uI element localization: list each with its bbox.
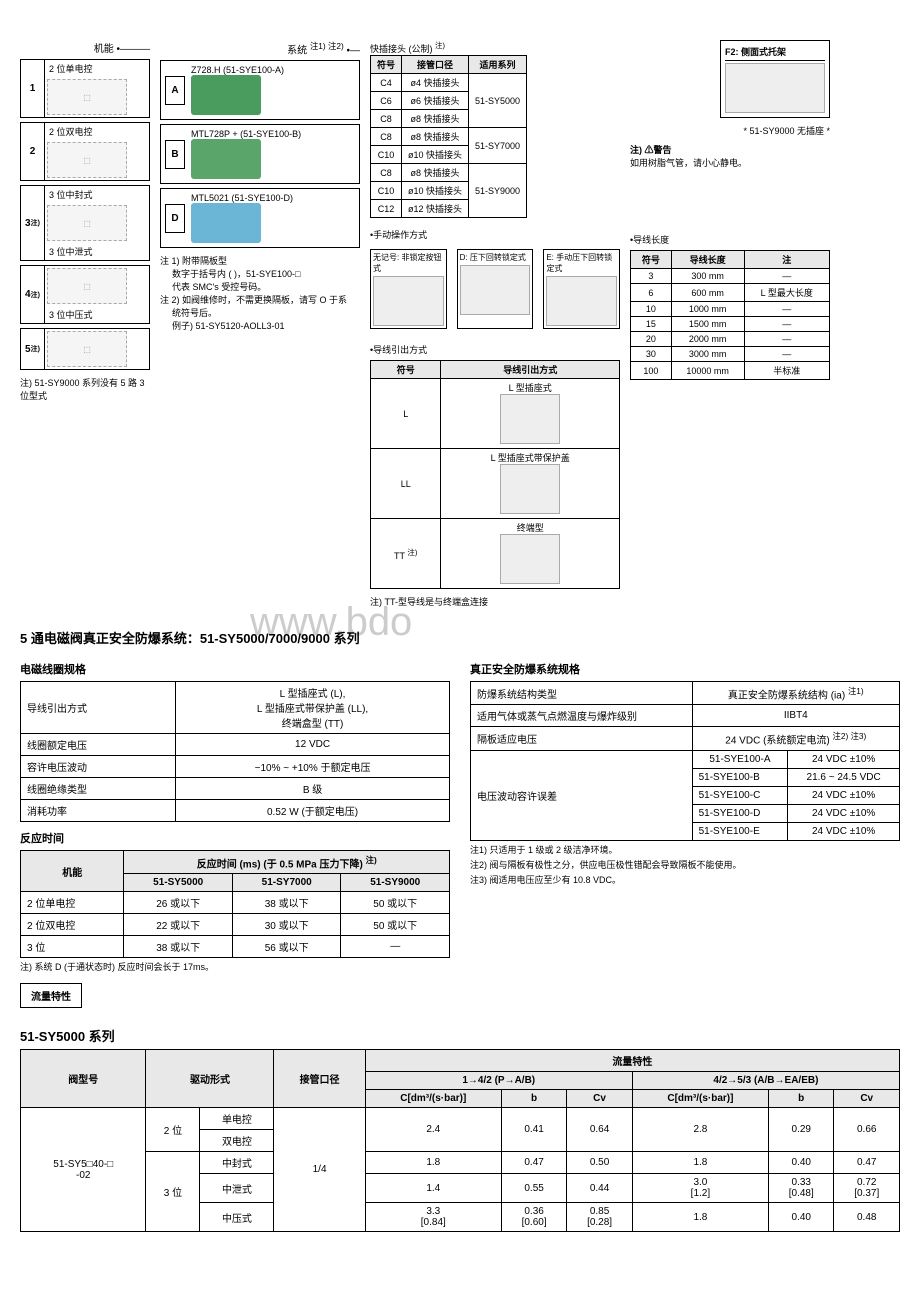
lead-method-header: •导线引出方式	[370, 343, 620, 356]
mech-num: 1	[21, 60, 45, 117]
system-header: 系统 注1) 注2) •—	[160, 40, 360, 56]
system-letter: B	[165, 140, 185, 169]
barrier-image	[191, 75, 261, 115]
mech-item: 5注) ⬚	[20, 328, 150, 370]
manual-mode-label: D: 压下回转锁定式	[460, 252, 531, 263]
connector-image	[500, 394, 560, 444]
lead-method-note: 注) TT-型导线是与终端盒连接	[370, 595, 620, 608]
connector-header: 快插接头 (公制) 注)	[370, 40, 620, 55]
valve-symbol-diagram: ⬚	[47, 205, 127, 241]
response-title: 反应时间	[20, 830, 450, 846]
connector-image	[500, 464, 560, 514]
manual-mode-image	[373, 276, 444, 326]
connector-table: 符号接管口径适用系列 C4ø4 快插接头51-SY5000 C6ø6 快插接头 …	[370, 55, 527, 218]
mech-num: 2	[21, 123, 45, 180]
explosion-spec-title: 真正安全防爆系统规格	[470, 661, 900, 677]
lead-length-table: 符号导线长度注 3300 mm— 6600 mmL 型最大长度 101000 m…	[630, 250, 830, 380]
system-label: MTL728P + (51-SYE100-B)	[191, 129, 301, 139]
explosion-spec-table: 防爆系统结构类型真正安全防爆系统结构 (ia) 注1) 适用气体或蒸气点燃温度与…	[470, 681, 900, 841]
system-item: D MTL5021 (51-SYE100-D)	[160, 188, 360, 248]
explosion-note: 注1) 只适用于 1 级或 2 级洁净环境。	[470, 843, 900, 856]
mech-label: 2 位单电控	[45, 60, 129, 77]
barrier-image	[191, 139, 261, 179]
manual-mode-image	[546, 276, 617, 326]
response-note: 注) 系统 D (于通状态时) 反应时间会长于 17ms。	[20, 960, 450, 973]
system-item: A Z728.H (51-SYE100-A)	[160, 60, 360, 120]
f2-note: * 51-SY9000 无插座 *	[630, 124, 830, 137]
mech-header: 机能 •———	[20, 40, 150, 55]
flow5000-title: 51-SY5000 系列	[20, 1026, 900, 1045]
lead-len-header: •导线长度	[630, 233, 830, 246]
manual-mode-label: E: 手动压下回转锁定式	[546, 252, 617, 274]
f2-title: F2: 侧面式托架	[725, 45, 825, 61]
top-diagram-region: 机能 •——— 1 2 位单电控⬚ 2 2 位双电控⬚ 3注) 3 位中封式⬚3…	[20, 40, 900, 608]
mech-num: 4注)	[21, 266, 45, 323]
connector-image	[500, 534, 560, 584]
mech-label: 3 位中压式	[45, 306, 129, 323]
system-label: Z728.H (51-SYE100-A)	[191, 65, 284, 75]
system-item: B MTL728P + (51-SYE100-B)	[160, 124, 360, 184]
coil-spec-title: 电磁线圈规格	[20, 661, 450, 677]
lead-method-table: 符号导线引出方式 LL 型插座式 LLL 型插座式带保护盖 TT 注)终端型	[370, 360, 620, 589]
mech-item: 4注) ⬚ 3 位中压式	[20, 265, 150, 324]
mech-label-extra: 3 位中泄式	[45, 243, 129, 260]
mech-item: 3注) 3 位中封式 ⬚ 3 位中泄式	[20, 185, 150, 261]
manual-mode-label: 无记号: 非锁定按钮式	[373, 252, 444, 274]
valve-symbol-diagram: ⬚	[47, 268, 127, 304]
response-table: 机能反应时间 (ms) (于 0.5 MPa 压力下降) 注) 51-SY500…	[20, 850, 450, 958]
system-letter: D	[165, 204, 185, 233]
mech-label: 2 位双电控	[45, 123, 129, 140]
system-label: MTL5021 (51-SYE100-D)	[191, 193, 293, 203]
flow-label: 流量特性	[20, 983, 82, 1008]
valve-symbol-diagram: ⬚	[47, 142, 127, 178]
coil-spec-table: 导线引出方式L 型插座式 (L), L 型插座式带保护盖 (LL), 终端盒型 …	[20, 681, 450, 822]
manual-mode-image	[460, 265, 531, 315]
mech-item: 1 2 位单电控 ⬚	[20, 59, 150, 118]
system-letter: A	[165, 76, 185, 105]
valve-symbol-diagram: ⬚	[47, 331, 127, 367]
main-title: 5 通电磁阀真正安全防爆系统：51-SY5000/7000/9000 系列	[20, 628, 900, 647]
mech-num: 5注)	[21, 329, 45, 369]
f2-box: F2: 侧面式托架	[720, 40, 830, 118]
mech-item: 2 2 位双电控 ⬚	[20, 122, 150, 181]
barrier-image	[191, 203, 261, 243]
flow5000-table: 阀型号 驱动形式 接管口径 流量特性 1→4/2 (P→A/B) 4/2→5/3…	[20, 1049, 900, 1232]
system-note: 注 1) 附带隔板型 数字于括号内 ( )，51-SYE100-□ 代表 SMC…	[160, 254, 360, 332]
mech-label: 3 位中封式	[45, 186, 129, 203]
explosion-note: 注3) 阀适用电压应至少有 10.8 VDC。	[470, 873, 900, 886]
valve-symbol-diagram: ⬚	[47, 79, 127, 115]
manual-header: •手动操作方式	[370, 228, 620, 241]
mech-note: 注) 51-SY9000 系列没有 5 路 3 位型式	[20, 376, 150, 402]
mech-num: 3注)	[21, 186, 45, 260]
explosion-note: 注2) 阀与隔板有极性之分，供应电压极性错配会导致隔板不能使用。	[470, 858, 900, 871]
manual-modes: 无记号: 非锁定按钮式 D: 压下回转锁定式 E: 手动压下回转锁定式	[370, 249, 620, 329]
bracket-image	[725, 63, 825, 113]
f2-warn: 注) ⚠警告如用树脂气管，请小心静电。	[630, 143, 830, 169]
